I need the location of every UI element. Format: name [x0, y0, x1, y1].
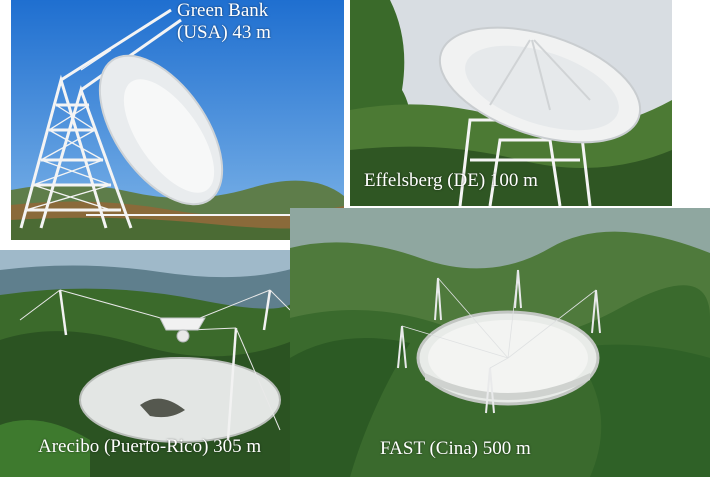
effelsberg-telescope-illustration [350, 0, 672, 206]
arecibo-caption: Arecibo (Puerto-Rico) 305 m [38, 436, 262, 457]
green-bank-telescope-illustration [11, 0, 344, 240]
arecibo-photo: Arecibo (Puerto-Rico) 305 m [0, 250, 295, 477]
fast-caption: FAST (Cina) 500 m [380, 438, 531, 459]
effelsberg-caption: Effelsberg (DE) 100 m [364, 170, 538, 191]
fast-photo: FAST (Cina) 500 m [290, 208, 710, 477]
green-bank-caption: Green Bank (USA) 43 m [177, 0, 271, 44]
arecibo-telescope-illustration [0, 250, 295, 477]
green-bank-photo: Green Bank (USA) 43 m [11, 0, 344, 240]
green-bank-size: (USA) 43 m [177, 21, 271, 43]
effelsberg-photo: Effelsberg (DE) 100 m [350, 0, 672, 206]
green-bank-name: Green Bank [177, 0, 269, 21]
fast-telescope-illustration [290, 208, 710, 477]
